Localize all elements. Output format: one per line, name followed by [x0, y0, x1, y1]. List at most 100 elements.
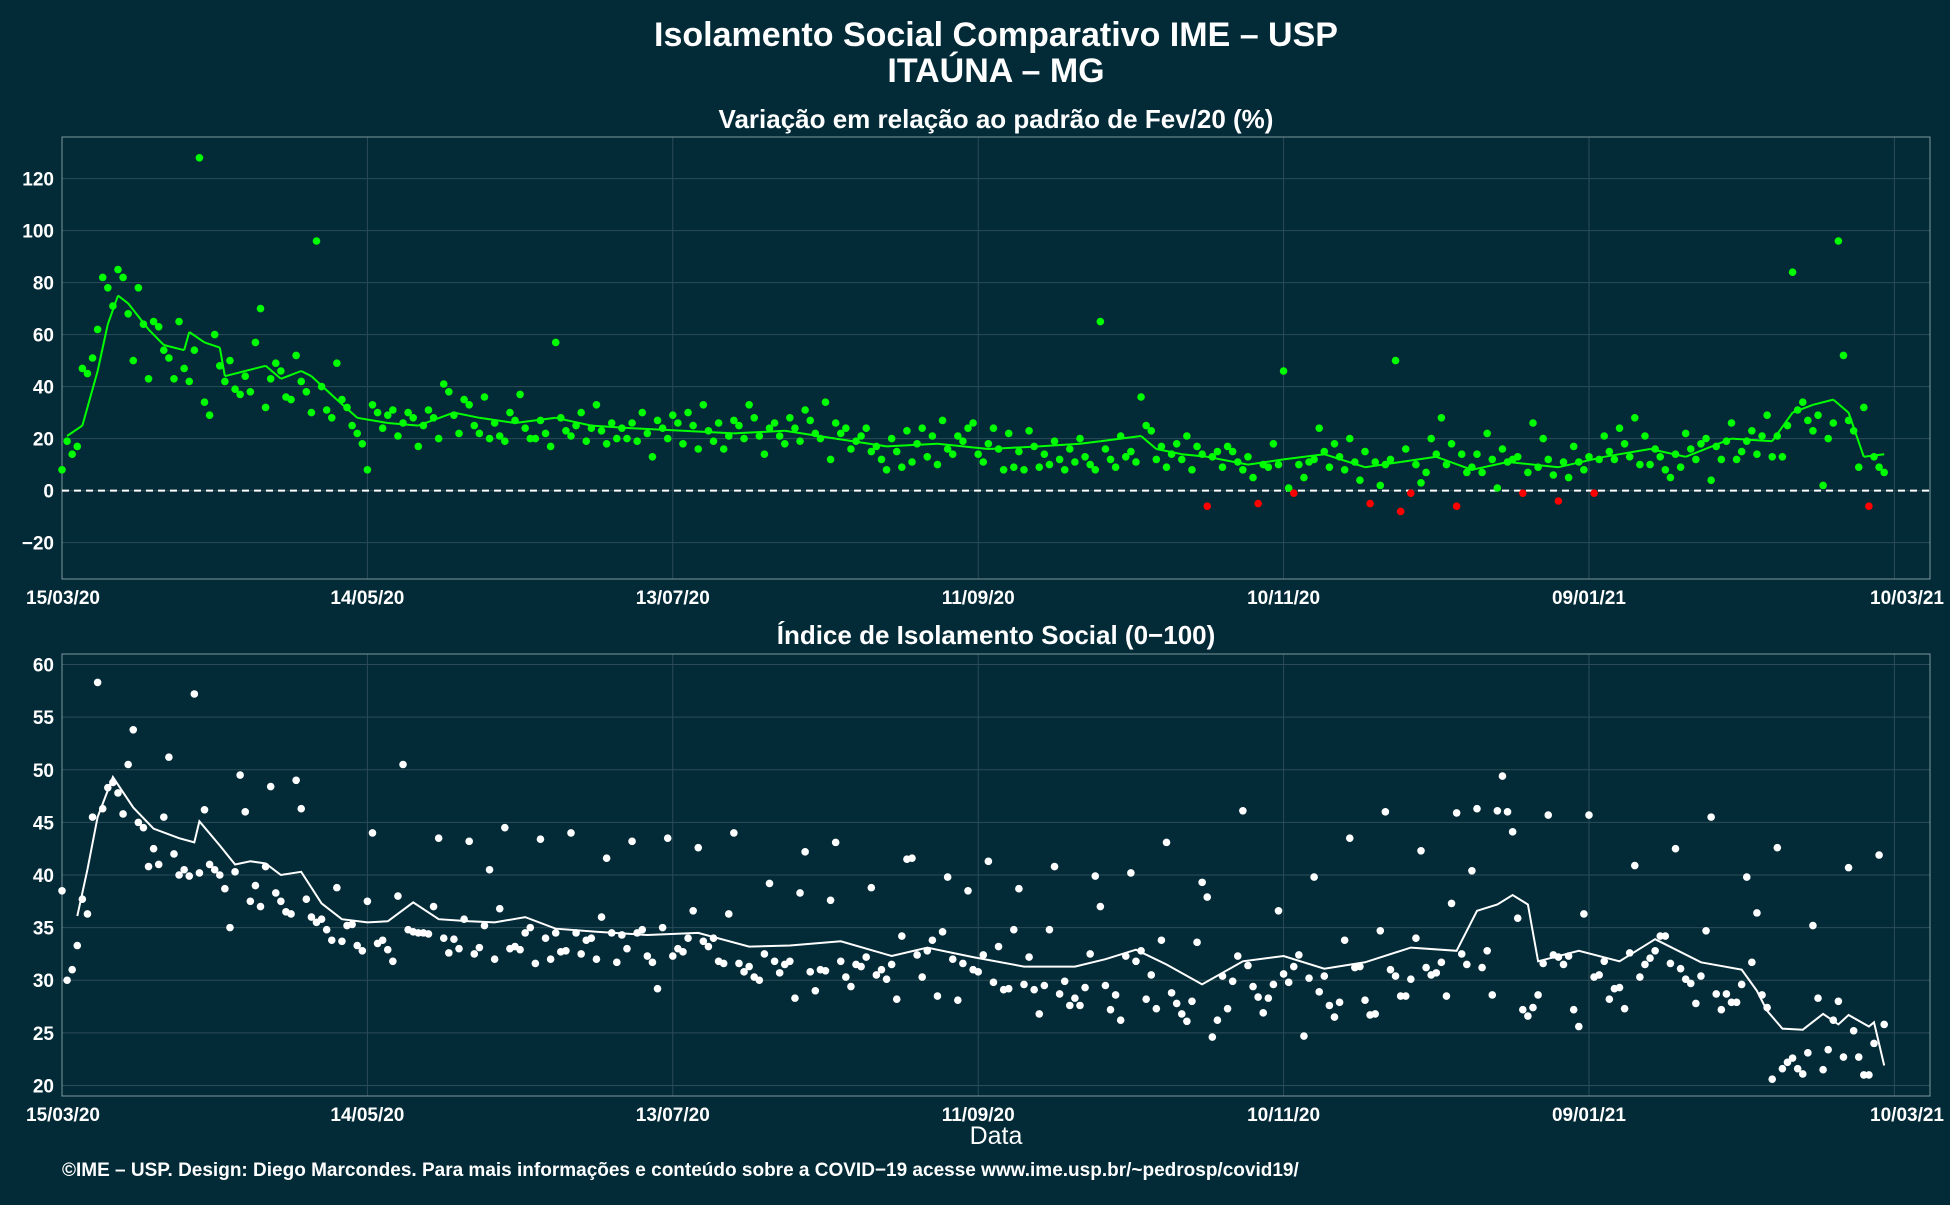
- data-point: [1702, 926, 1710, 935]
- data-point: [83, 369, 92, 378]
- data-point: [984, 857, 993, 866]
- data-point: [1345, 834, 1354, 842]
- data-point: [88, 813, 97, 821]
- data-point: [1356, 476, 1364, 485]
- data-point: [1819, 1065, 1827, 1074]
- data-point: [78, 895, 87, 904]
- data-point: [898, 932, 906, 940]
- data-point: [1183, 432, 1191, 440]
- data-point: [215, 871, 224, 879]
- data-point: [73, 941, 82, 950]
- data-point: [1529, 1003, 1537, 1012]
- data-point: [1564, 952, 1573, 960]
- data-point: [424, 406, 433, 414]
- data-point: [1483, 429, 1491, 438]
- data-point: [765, 424, 774, 433]
- data-point: [226, 356, 234, 365]
- data-point: [292, 776, 300, 785]
- data-point: [93, 325, 102, 334]
- data-point: [1692, 999, 1700, 1008]
- data-point: [1396, 507, 1405, 516]
- data-point: [1605, 447, 1614, 456]
- data-point: [1060, 466, 1069, 474]
- data-point: [200, 805, 209, 814]
- data-point: [221, 377, 229, 386]
- data-point: [1050, 437, 1059, 446]
- data-point: [1188, 466, 1196, 474]
- data-point: [475, 943, 484, 952]
- data-point: [1595, 971, 1603, 979]
- moving-average-segment: [264, 365, 282, 380]
- data-point: [1473, 804, 1481, 813]
- data-point: [368, 401, 377, 409]
- data-point: [1025, 953, 1033, 961]
- data-point: [1778, 1064, 1787, 1073]
- data-point: [1493, 807, 1502, 815]
- data-point: [190, 346, 199, 355]
- data-point: [1025, 427, 1033, 435]
- x-tick-label: 11/09/20: [942, 588, 1015, 609]
- data-point: [1488, 991, 1497, 999]
- data-point: [948, 450, 957, 459]
- data-point: [363, 897, 372, 906]
- data-point: [1447, 899, 1456, 908]
- data-point: [1661, 466, 1670, 474]
- data-point: [1035, 1010, 1044, 1018]
- data-point: [256, 902, 265, 911]
- data-point: [724, 910, 733, 918]
- moving-average-segment: [66, 424, 83, 437]
- moving-average-segment: [784, 429, 836, 440]
- data-point: [1157, 442, 1166, 451]
- data-point: [1111, 463, 1120, 472]
- data-point: [913, 951, 921, 959]
- data-point: [1076, 1001, 1084, 1010]
- data-point: [338, 395, 346, 404]
- moving-average-segment: [733, 429, 785, 435]
- data-point: [679, 948, 687, 956]
- data-point: [1676, 964, 1685, 973]
- data-point: [1860, 403, 1868, 412]
- data-point: [119, 810, 127, 818]
- data-point: [613, 434, 621, 443]
- data-point: [1259, 1009, 1268, 1017]
- data-point: [892, 995, 901, 1003]
- data-point: [445, 949, 453, 957]
- data-point: [1142, 995, 1150, 1003]
- data-point: [1096, 902, 1105, 911]
- data-point: [277, 367, 285, 375]
- data-point: [1870, 453, 1878, 461]
- data-point: [1600, 957, 1609, 966]
- data-point: [409, 414, 418, 422]
- data-point: [1386, 455, 1395, 464]
- data-point: [786, 414, 794, 422]
- data-point: [1753, 909, 1761, 917]
- data-point: [475, 429, 484, 438]
- data-point: [1366, 499, 1374, 508]
- data-point: [1844, 416, 1853, 425]
- data-point: [236, 390, 244, 399]
- data-point: [511, 416, 519, 425]
- data-point: [1671, 450, 1680, 459]
- data-point: [1590, 489, 1598, 498]
- data-point: [1177, 455, 1186, 464]
- moving-average-segment: [188, 331, 206, 344]
- data-point: [104, 783, 112, 792]
- data-point: [1793, 406, 1802, 414]
- data-point: [1641, 432, 1649, 440]
- data-point: [1829, 419, 1838, 427]
- data-point: [1457, 950, 1466, 958]
- data-point: [154, 860, 163, 869]
- data-point: [791, 424, 799, 433]
- data-point: [58, 466, 66, 474]
- data-point: [149, 844, 158, 853]
- data-point: [1239, 807, 1247, 815]
- data-point: [842, 424, 850, 433]
- data-point: [1742, 437, 1751, 446]
- moving-average-segment: [280, 370, 302, 380]
- data-point: [1376, 926, 1385, 935]
- data-point: [1127, 447, 1135, 456]
- data-point: [450, 411, 458, 420]
- data-point: [1432, 969, 1441, 977]
- data-point: [857, 962, 865, 971]
- data-point: [730, 829, 738, 837]
